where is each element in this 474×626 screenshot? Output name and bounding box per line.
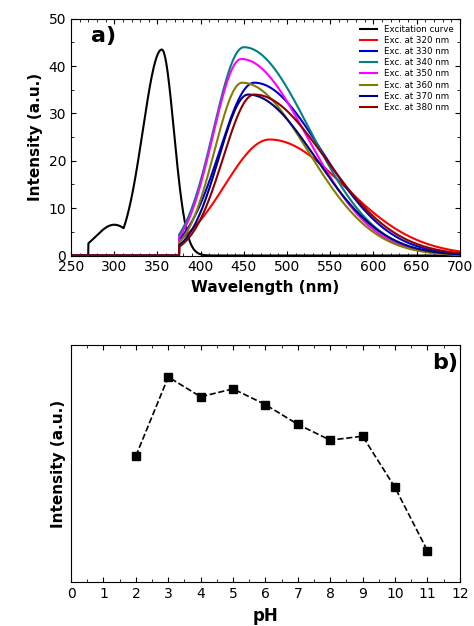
- Exc. at 380 nm: [374, 216, 380, 223]
- Exc. at 330 nm: [88, 252, 94, 259]
- Excitation curve: [88, 237, 94, 245]
- Y-axis label: Intensity (a.u.): Intensity (a.u.): [28, 73, 43, 201]
- Exc. at 330 nm: [374, 219, 380, 227]
- Exc. at 320 nm: [446, 246, 452, 254]
- Y-axis label: Intensity (a.u.): Intensity (a.u.): [51, 400, 65, 528]
- Exc. at 330 nm: [446, 249, 452, 257]
- Line: Exc. at 380 nm: Exc. at 380 nm: [71, 95, 460, 255]
- Exc. at 320 nm: [457, 248, 463, 255]
- Exc. at 340 nm: [457, 251, 463, 259]
- Exc. at 350 nm: [68, 252, 74, 259]
- Line: Exc. at 350 nm: Exc. at 350 nm: [71, 59, 460, 255]
- Exc. at 350 nm: [374, 229, 380, 237]
- Exc. at 360 nm: [247, 80, 253, 88]
- Exc. at 340 nm: [446, 250, 452, 258]
- Line: Exc. at 330 nm: Exc. at 330 nm: [71, 83, 460, 255]
- Exc. at 380 nm: [257, 91, 263, 99]
- Exc. at 360 nm: [446, 250, 452, 258]
- Exc. at 380 nm: [457, 249, 463, 257]
- Exc. at 360 nm: [88, 252, 94, 259]
- Exc. at 330 nm: [68, 252, 74, 259]
- Excitation curve: [457, 252, 463, 259]
- Exc. at 330 nm: [251, 79, 257, 86]
- Exc. at 330 nm: [257, 80, 263, 87]
- Exc. at 340 nm: [446, 250, 451, 258]
- Exc. at 370 nm: [246, 91, 251, 98]
- Exc. at 380 nm: [446, 248, 452, 255]
- Exc. at 360 nm: [457, 251, 463, 259]
- Exc. at 320 nm: [68, 252, 74, 259]
- Exc. at 350 nm: [88, 252, 94, 259]
- Exc. at 320 nm: [88, 252, 94, 259]
- Line: Exc. at 370 nm: Exc. at 370 nm: [71, 95, 460, 255]
- Exc. at 330 nm: [446, 249, 451, 257]
- Exc. at 330 nm: [247, 80, 253, 88]
- Exc. at 380 nm: [251, 91, 257, 98]
- Exc. at 340 nm: [241, 43, 247, 51]
- Line: Excitation curve: Excitation curve: [71, 49, 460, 255]
- Excitation curve: [247, 252, 253, 259]
- Exc. at 370 nm: [457, 250, 463, 258]
- Exc. at 350 nm: [257, 63, 263, 71]
- Exc. at 370 nm: [257, 93, 263, 101]
- Line: Exc. at 320 nm: Exc. at 320 nm: [71, 140, 460, 255]
- Exc. at 380 nm: [247, 93, 253, 100]
- Exc. at 370 nm: [88, 252, 94, 259]
- Exc. at 360 nm: [446, 250, 451, 258]
- Exc. at 380 nm: [68, 252, 74, 259]
- Exc. at 340 nm: [88, 252, 94, 259]
- Line: Exc. at 340 nm: Exc. at 340 nm: [71, 47, 460, 255]
- Exc. at 350 nm: [457, 251, 463, 259]
- Exc. at 370 nm: [446, 250, 452, 257]
- Excitation curve: [257, 252, 263, 259]
- Exc. at 370 nm: [247, 91, 253, 98]
- Exc. at 350 nm: [446, 250, 452, 258]
- Line: Exc. at 360 nm: Exc. at 360 nm: [71, 83, 460, 255]
- Exc. at 340 nm: [68, 252, 74, 259]
- Text: a): a): [91, 26, 116, 46]
- Text: b): b): [433, 352, 458, 372]
- Exc. at 340 nm: [247, 44, 253, 52]
- Excitation curve: [159, 46, 164, 53]
- Exc. at 360 nm: [68, 252, 74, 259]
- Exc. at 320 nm: [247, 146, 253, 154]
- Exc. at 320 nm: [446, 246, 451, 254]
- Exc. at 360 nm: [239, 79, 245, 86]
- Excitation curve: [446, 252, 452, 259]
- X-axis label: Wavelength (nm): Wavelength (nm): [191, 280, 339, 295]
- Exc. at 330 nm: [457, 250, 463, 258]
- Exc. at 360 nm: [374, 231, 380, 239]
- Exc. at 380 nm: [446, 248, 451, 255]
- Exc. at 320 nm: [374, 212, 380, 220]
- Exc. at 370 nm: [68, 252, 74, 259]
- Legend: Excitation curve, Exc. at 320 nm, Exc. at 330 nm, Exc. at 340 nm, Exc. at 350 nm: Excitation curve, Exc. at 320 nm, Exc. a…: [356, 21, 457, 115]
- Excitation curve: [68, 252, 74, 259]
- Exc. at 370 nm: [446, 250, 451, 257]
- Exc. at 340 nm: [257, 50, 263, 58]
- X-axis label: pH: pH: [253, 607, 278, 625]
- Excitation curve: [374, 252, 380, 259]
- Exc. at 320 nm: [257, 138, 263, 146]
- Exc. at 360 nm: [257, 85, 263, 93]
- Exc. at 370 nm: [374, 226, 380, 233]
- Excitation curve: [446, 252, 451, 259]
- Exc. at 350 nm: [247, 57, 253, 64]
- Exc. at 380 nm: [88, 252, 94, 259]
- Exc. at 340 nm: [374, 225, 380, 233]
- Exc. at 320 nm: [267, 136, 273, 143]
- Exc. at 350 nm: [238, 55, 244, 63]
- Exc. at 350 nm: [446, 250, 451, 258]
